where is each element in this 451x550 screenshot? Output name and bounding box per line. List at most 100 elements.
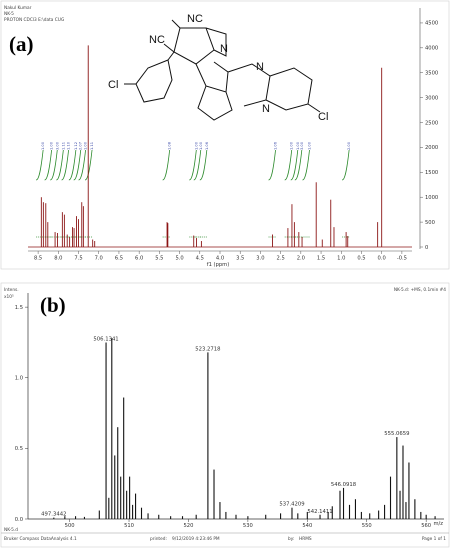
ms-x-tick-label: 530	[243, 523, 253, 529]
nmr-integral-curve	[294, 149, 303, 181]
structure-n-pyrrolizine: N	[220, 43, 228, 55]
nmr-integral-value: 1.12	[74, 142, 78, 150]
nmr-integral-curve	[290, 149, 299, 181]
ms-peak-label: 542.1411	[307, 509, 332, 515]
structure-n-quinox-2: N	[262, 103, 270, 115]
nmr-panel: Nakul Kumar NK-5 PROTON CDCl3 E:\data CU…	[0, 0, 450, 270]
nmr-integral-value: 3.00	[300, 141, 304, 150]
ms-peak-label: 506.1341	[93, 336, 118, 342]
structure-cl-right: Cl	[318, 111, 328, 123]
nmr-x-tick-group: 8.5 8.0 7.5 7.0 6.5 6.0 5.5 5.0 4.5 4.0 3.5 3.0 2.5 2…	[34, 251, 407, 262]
structure-nc-top: NC	[187, 13, 203, 25]
nmr-integral-value: 1.00	[199, 141, 203, 150]
quinoxaline-ring-b	[265, 67, 313, 111]
nmr-integral-group: 1.00 1.00 3.00 1.11 1.10 1.12 2.07 1.00 1.11 1.08…	[35, 141, 351, 238]
nmr-integral-curve	[50, 149, 58, 181]
nmr-integral-value: 1.11	[90, 142, 94, 150]
nmr-x-tick-label: 6.5	[115, 256, 123, 262]
ms-x-tick-group: 500 510 520 530 540 550 560	[65, 519, 431, 529]
nmr-integral-value: 1.00	[296, 141, 300, 150]
ms-footer-file: NK-5.d	[4, 527, 18, 533]
nmr-integral-curve	[61, 149, 69, 181]
ms-x-tick-label: 510	[124, 523, 134, 529]
nmr-integral-value: 2.07	[79, 142, 83, 150]
indeno-ring	[197, 85, 233, 121]
nmr-integral-curve	[268, 149, 276, 181]
nmr-x-tick-label: 5.0	[175, 256, 183, 262]
nmr-x-tick-label: 1.0	[337, 256, 345, 262]
nmr-y-tick-label: 3000	[425, 95, 438, 101]
nmr-x-tick-label: 2.0	[297, 256, 305, 262]
ms-footer-printed-value: 9/12/2019 4:23:46 PM	[172, 536, 220, 542]
nmr-integral-curve	[56, 149, 64, 181]
nmr-x-tick-label: 0.0	[378, 256, 386, 262]
ms-y-tick-label: 1.5	[15, 305, 23, 311]
nmr-x-tick-label: 5.5	[155, 256, 163, 262]
pyrrolizine-ring-a	[173, 27, 215, 65]
structure-n-quinox-1: N	[256, 61, 264, 73]
nmr-integral-value: 1.00	[50, 141, 54, 150]
nitrile-bond-1	[171, 19, 181, 29]
nmr-frame	[0, 0, 450, 270]
nmr-integral-value: 1.00	[308, 141, 312, 150]
nmr-y-tick-label: 1000	[425, 195, 438, 201]
nmr-x-tick-label: 8.0	[54, 256, 62, 262]
nmr-x-tick-label: 4.0	[216, 256, 224, 262]
cl-bond-right	[307, 103, 321, 113]
ms-x-unit: m/z	[433, 521, 443, 527]
nmr-integral-curve	[78, 149, 86, 181]
nmr-integral-curve	[189, 149, 197, 181]
ms-x-tick-label: 500	[65, 523, 75, 529]
nmr-y-tick-label: 1500	[425, 170, 438, 176]
panel-a-label: (a)	[9, 32, 34, 56]
nmr-header-line-1: Nakul Kumar	[4, 5, 32, 11]
nmr-integral-curve	[302, 149, 310, 181]
ms-peak-label: 497.3442	[41, 512, 66, 518]
nmr-y-tick-label: 2000	[425, 145, 438, 151]
panel-b-label: (b)	[40, 293, 66, 317]
nmr-x-tick-label: 4.5	[196, 256, 204, 262]
ms-peak-label: 523.2718	[195, 346, 221, 352]
nmr-peak-group	[40, 45, 383, 247]
ms-footer-software: Bruker Compass DataAnalysis 4.1	[4, 536, 77, 542]
nmr-y-tick-group: 4500 4000 3500 3000 2500 2000 1500 1000 500 0	[420, 21, 438, 251]
chlorophenyl-ring	[135, 59, 173, 103]
nmr-integral-curve	[341, 149, 350, 181]
nmr-integral-curve	[162, 149, 171, 181]
nmr-integral-value: 1.11	[61, 142, 65, 150]
nmr-integral-value: 2.00	[347, 141, 351, 150]
nmr-x-tick-label: 3.5	[236, 256, 244, 262]
nmr-x-tick-label: 2.5	[277, 256, 285, 262]
nmr-x-tick-label: 1.5	[317, 256, 325, 262]
nmr-x-tick-label: 6.0	[135, 256, 143, 262]
nmr-integral-curve	[44, 149, 53, 181]
nmr-integral-value: 1.00	[84, 141, 88, 150]
nmr-x-tick-label: 8.5	[34, 256, 42, 262]
nmr-x-tick-label: 3.0	[256, 256, 264, 262]
ms-frame	[0, 282, 450, 548]
nmr-integral-value: 1.06	[205, 141, 209, 150]
nmr-integral-value: 1.00	[290, 141, 294, 150]
ms-x-tick-label: 560	[421, 523, 431, 529]
ms-peak-group: 497.3442 506.1341 523.2718 537.4209542.1411…	[41, 336, 436, 519]
nmr-y-tick-label: 0	[425, 245, 428, 251]
nmr-integral-curve	[73, 149, 82, 181]
ms-intensity-label: Intens.	[4, 287, 19, 293]
nmr-integral-curve	[193, 149, 202, 181]
nmr-header-line-3: PROTON CDCl3 E:\data CUG	[4, 17, 64, 23]
nitrile-bond-2	[163, 43, 175, 53]
ms-peak-label: 546.0918	[331, 482, 357, 488]
ms-panel: Intens. x10⁵ NK-5.d: +MS, 0.1min #4 (b) …	[0, 282, 450, 548]
ms-intensity-scale: x10⁵	[4, 294, 14, 300]
nmr-integral-value: 3.00	[55, 141, 59, 150]
nmr-x-tick-label: 0.5	[357, 256, 365, 262]
nmr-x-axis-label: f1 (ppm)	[207, 262, 229, 268]
nmr-y-tick-label: 4000	[425, 46, 438, 52]
ms-y-tick-label: 0.5	[15, 446, 23, 452]
nmr-header-line-2: NK-5	[4, 11, 14, 17]
ms-footer-by-value: HRMS	[299, 536, 312, 542]
nmr-integral-value: 1.00	[41, 141, 45, 150]
ms-peak-label: 537.4209	[279, 502, 304, 508]
nmr-x-tick-label: -0.5	[397, 256, 407, 262]
